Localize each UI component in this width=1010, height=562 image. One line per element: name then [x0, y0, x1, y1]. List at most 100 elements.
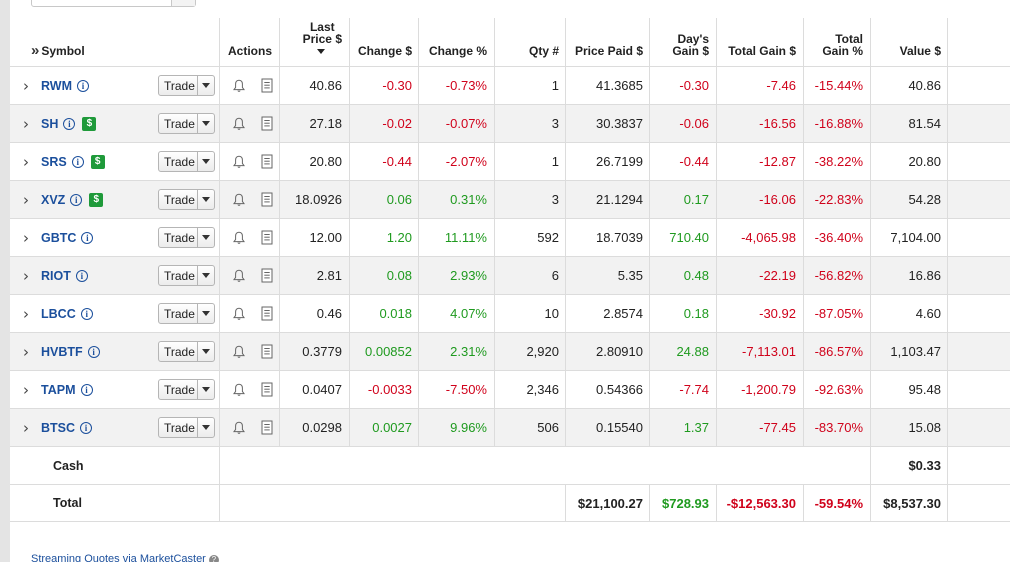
chevron-right-icon[interactable]: ›: [23, 114, 29, 133]
trade-dropdown-toggle[interactable]: [197, 342, 214, 361]
trade-dropdown[interactable]: Trade: [158, 75, 215, 96]
symbol-link[interactable]: XVZ: [41, 192, 66, 207]
document-icon[interactable]: [261, 192, 273, 207]
bell-icon[interactable]: [233, 193, 245, 207]
info-icon[interactable]: i: [75, 269, 88, 282]
trade-dropdown[interactable]: Trade: [158, 341, 215, 362]
chevron-right-icon[interactable]: ›: [23, 190, 29, 209]
trade-dropdown-toggle[interactable]: [197, 418, 214, 437]
info-icon[interactable]: i: [70, 193, 83, 206]
trade-dropdown[interactable]: Trade: [158, 417, 215, 438]
trade-dropdown[interactable]: Trade: [158, 265, 215, 286]
search-button[interactable]: [171, 0, 195, 6]
header-price-paid[interactable]: Price Paid $: [565, 18, 650, 66]
symbol-link[interactable]: RIOT: [41, 268, 71, 283]
header-value[interactable]: Value $: [870, 18, 948, 66]
bell-icon[interactable]: [233, 383, 245, 397]
trade-dropdown[interactable]: Trade: [158, 379, 215, 400]
symbol-link[interactable]: SRS: [41, 154, 67, 169]
bell-icon[interactable]: [233, 421, 245, 435]
header-total-gain[interactable]: Total Gain $: [716, 18, 803, 66]
chevron-down-icon: [202, 197, 210, 202]
chevron-down-icon: [202, 121, 210, 126]
header-last-price[interactable]: Last Price $: [279, 18, 349, 66]
header-change-pct[interactable]: Change %: [418, 18, 494, 66]
document-icon[interactable]: [261, 382, 273, 397]
change-dollar-value: -0.02: [382, 116, 412, 131]
trade-dropdown[interactable]: Trade: [158, 151, 215, 172]
document-icon[interactable]: [261, 268, 273, 283]
info-icon[interactable]: i: [81, 231, 94, 244]
bell-icon[interactable]: [233, 231, 245, 245]
header-days-gain[interactable]: Day's Gain $: [649, 18, 716, 66]
info-icon[interactable]: i: [71, 155, 84, 168]
header-total-gain-pct[interactable]: Total Gain %: [803, 18, 870, 66]
chevron-right-icon[interactable]: ›: [23, 304, 29, 323]
chevron-right-icon[interactable]: ›: [23, 266, 29, 285]
symbol-link[interactable]: GBTC: [41, 230, 77, 245]
expand-all-icon[interactable]: »: [31, 42, 40, 59]
trade-dropdown[interactable]: Trade: [158, 113, 215, 134]
trade-dropdown-toggle[interactable]: [197, 228, 214, 247]
symbol-link[interactable]: SH: [41, 116, 59, 131]
change-pct-value: -0.07%: [445, 116, 487, 131]
trade-dropdown-toggle[interactable]: [197, 190, 214, 209]
trade-dropdown-toggle[interactable]: [197, 304, 214, 323]
trade-dropdown-toggle[interactable]: [197, 380, 214, 399]
last-price-cell: 2.81: [279, 257, 349, 294]
trade-dropdown[interactable]: Trade: [158, 227, 215, 248]
document-icon[interactable]: [261, 78, 273, 93]
trade-dropdown-toggle[interactable]: [197, 152, 214, 171]
search-input[interactable]: [31, 0, 196, 7]
value-cell: 81.54: [870, 105, 948, 142]
total-gain-cell: -7,113.01: [716, 333, 803, 370]
chevron-right-icon[interactable]: ›: [23, 342, 29, 361]
document-icon[interactable]: [261, 306, 273, 321]
price-paid-value: 30.3837: [596, 116, 643, 131]
info-icon[interactable]: i: [80, 307, 93, 320]
document-icon[interactable]: [261, 154, 273, 169]
trade-dropdown[interactable]: Trade: [158, 303, 215, 324]
chevron-right-icon[interactable]: ›: [23, 152, 29, 171]
info-icon[interactable]: i: [80, 383, 93, 396]
cash-extra: [947, 447, 1010, 484]
bell-icon[interactable]: [233, 155, 245, 169]
table-row: › HVBTF i Trade 0.3779 0.00852 2.31%: [10, 332, 1010, 370]
symbol-link[interactable]: TAPM: [41, 382, 76, 397]
header-symbol[interactable]: » Symbol: [10, 18, 220, 66]
bell-icon[interactable]: [233, 117, 245, 131]
days-gain-value: 24.88: [676, 344, 709, 359]
info-icon[interactable]: i: [87, 345, 100, 358]
chevron-right-icon[interactable]: ›: [23, 76, 29, 95]
info-icon[interactable]: i: [77, 79, 90, 92]
change-pct-cell: -7.50%: [418, 371, 494, 408]
document-icon[interactable]: [261, 116, 273, 131]
chevron-right-icon[interactable]: ›: [23, 228, 29, 247]
document-icon[interactable]: [261, 420, 273, 435]
trade-dropdown-toggle[interactable]: [197, 266, 214, 285]
info-icon[interactable]: i: [63, 117, 76, 130]
streaming-quotes-link[interactable]: Streaming Quotes via MarketCaster?: [31, 553, 219, 562]
document-icon[interactable]: [261, 344, 273, 359]
header-qty[interactable]: Qty #: [494, 18, 566, 66]
symbol-link[interactable]: LBCC: [41, 306, 76, 321]
price-paid-cell: 2.8574: [565, 295, 650, 332]
symbol-link[interactable]: RWM: [41, 78, 73, 93]
trade-dropdown-toggle[interactable]: [197, 76, 214, 95]
total-days-gain-text: $728.93: [662, 495, 709, 511]
bell-icon[interactable]: [233, 79, 245, 93]
bell-icon[interactable]: [233, 307, 245, 321]
trade-dropdown-toggle[interactable]: [197, 114, 214, 133]
info-icon[interactable]: i: [80, 421, 93, 434]
symbol-link[interactable]: BTSC: [41, 420, 76, 435]
symbol-link[interactable]: HVBTF: [41, 344, 83, 359]
bell-icon[interactable]: [233, 345, 245, 359]
trade-dropdown[interactable]: Trade: [158, 189, 215, 210]
price-paid-cell: 41.3685: [565, 67, 650, 104]
header-change-dollar[interactable]: Change $: [349, 18, 419, 66]
bell-icon[interactable]: [233, 269, 245, 283]
chevron-right-icon[interactable]: ›: [23, 418, 29, 437]
help-icon[interactable]: ?: [208, 554, 219, 562]
chevron-right-icon[interactable]: ›: [23, 380, 29, 399]
document-icon[interactable]: [261, 230, 273, 245]
